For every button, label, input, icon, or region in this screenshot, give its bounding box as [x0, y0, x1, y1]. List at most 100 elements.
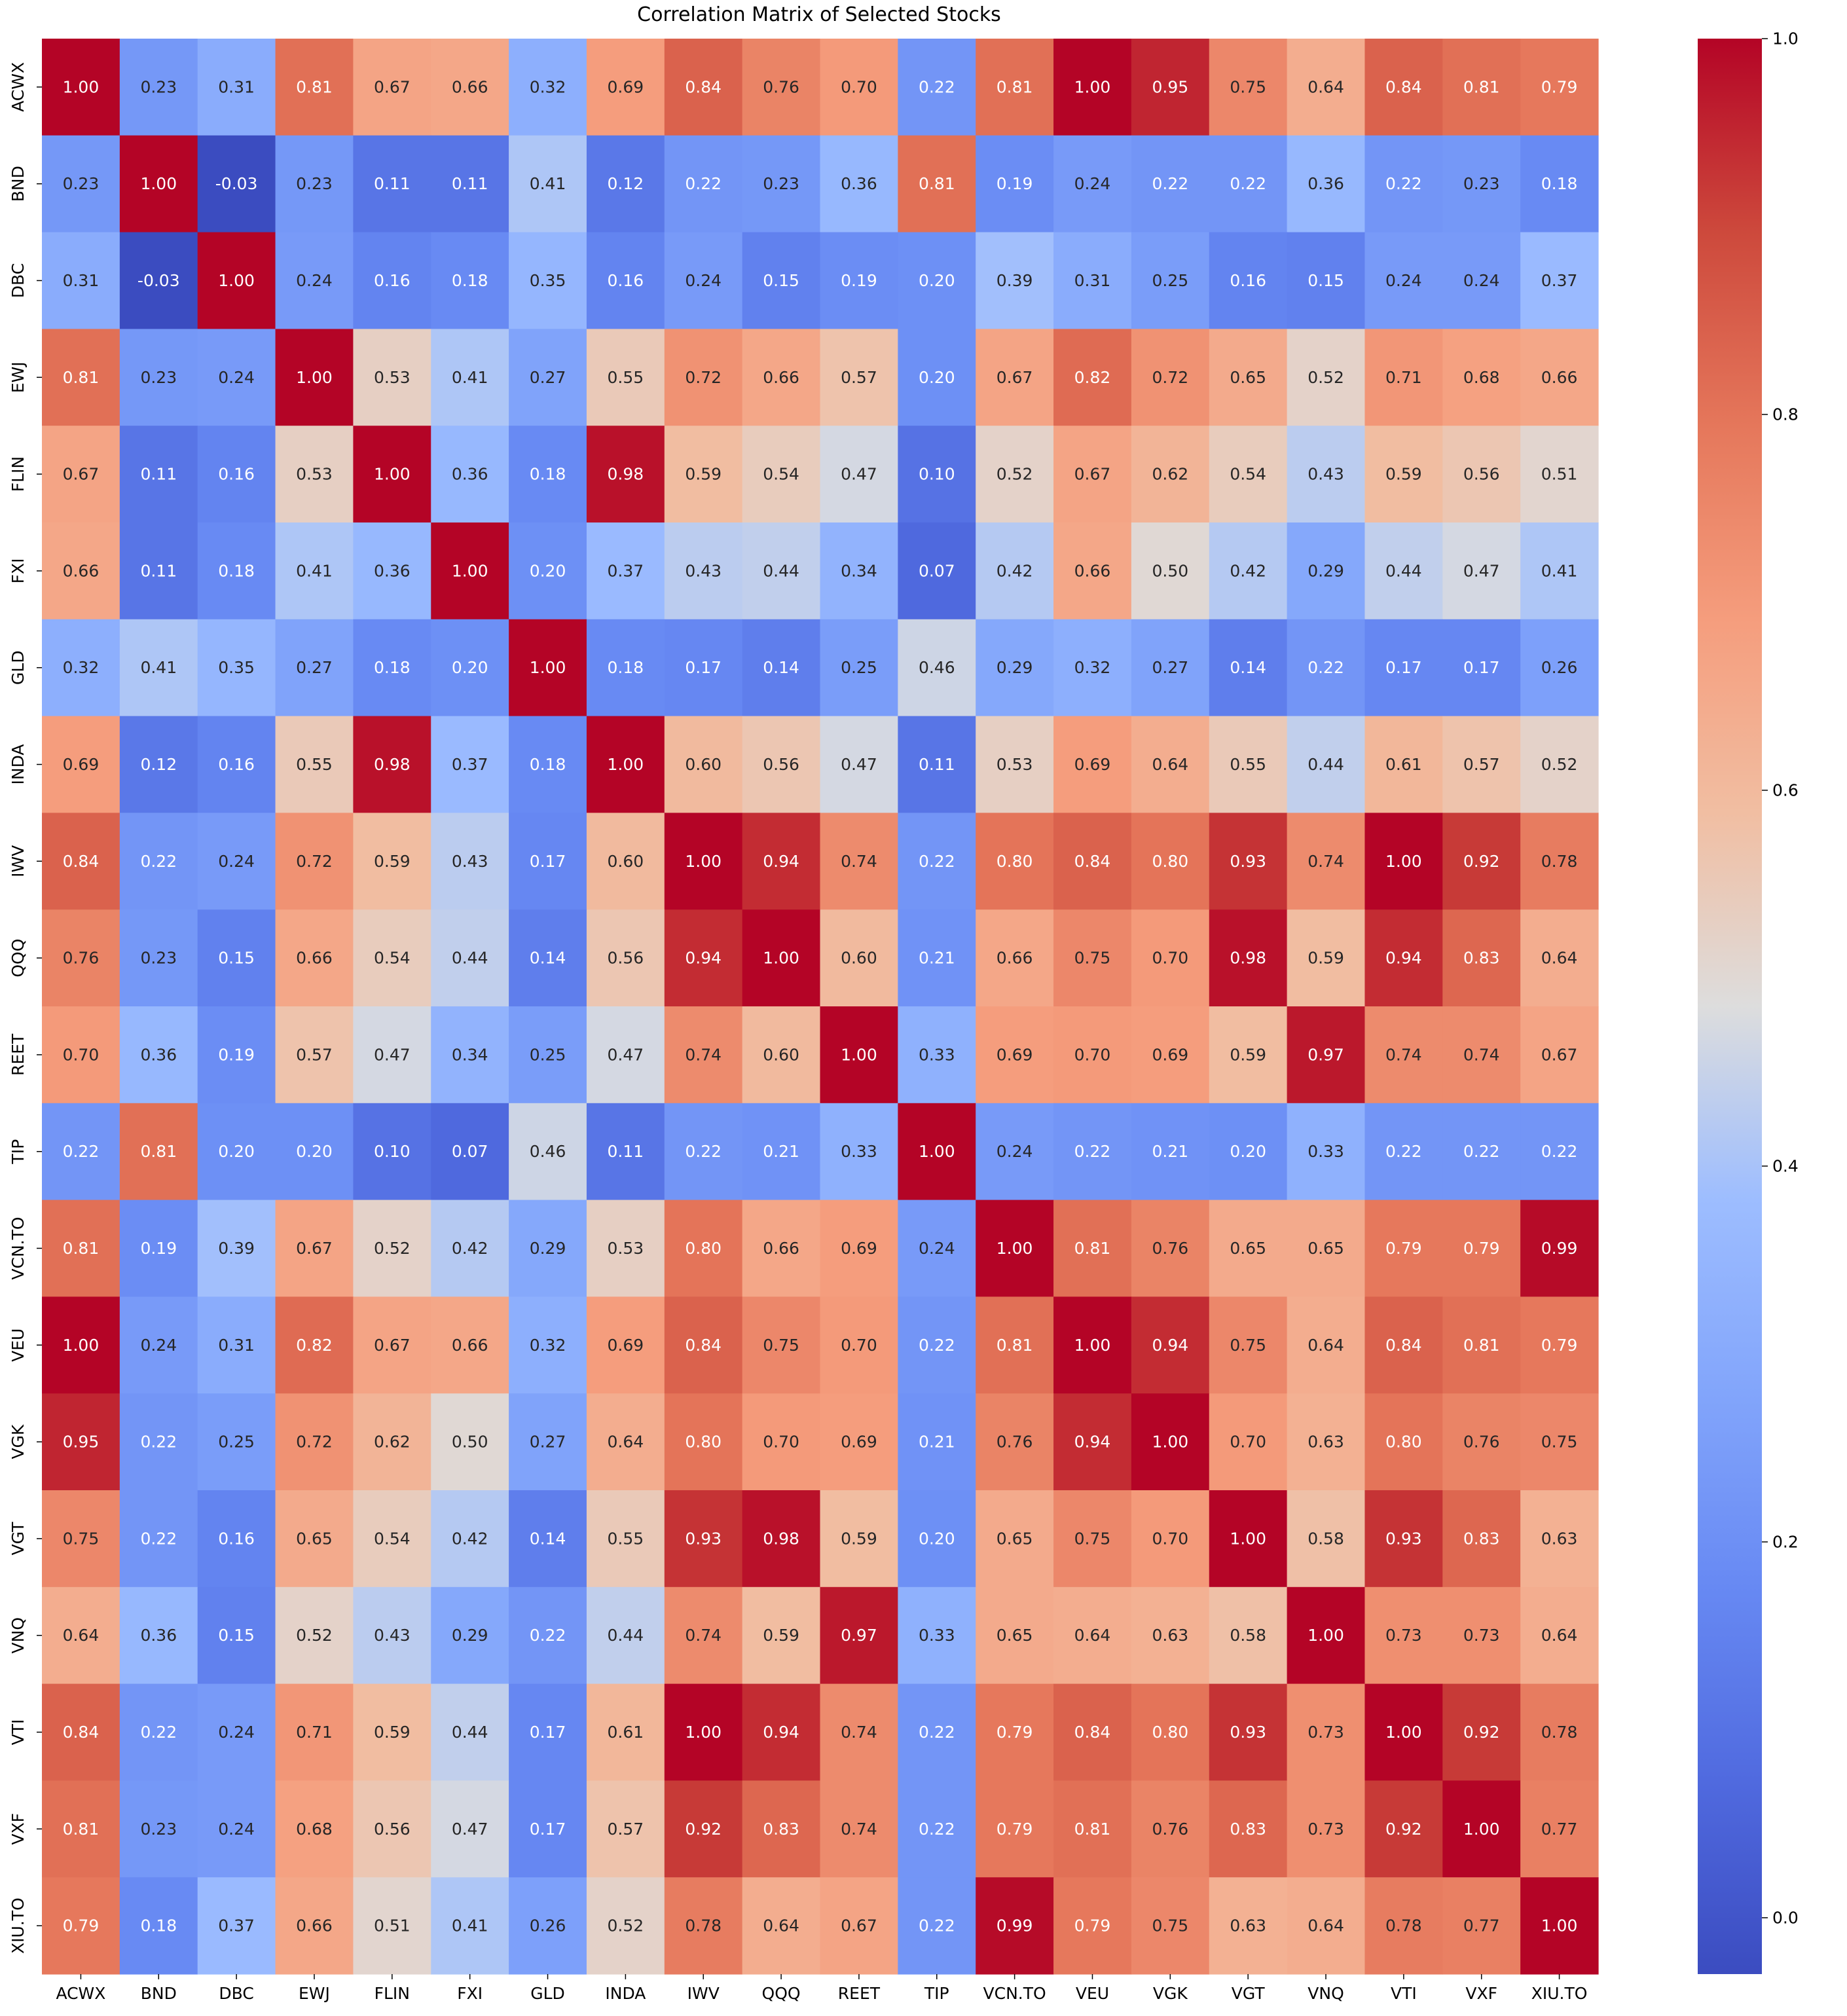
- cell-value-label: 0.68: [296, 1820, 333, 1839]
- cell-value-label: 0.69: [841, 1239, 877, 1258]
- heatmap-cell: [1364, 232, 1443, 329]
- heatmap-cell: [1287, 1006, 1366, 1104]
- cell-value-label: 0.44: [763, 561, 799, 580]
- cell-value-label: 0.22: [140, 852, 177, 871]
- heatmap-cell: [586, 135, 665, 233]
- cell-value-label: 0.95: [63, 1433, 100, 1452]
- cell-value-label: 0.24: [218, 1820, 255, 1839]
- heatmap-cell: [1053, 1586, 1132, 1685]
- heatmap-cell: [976, 135, 1054, 233]
- cell-value-label: 1.00: [1152, 1433, 1188, 1452]
- heatmap-cell: [1053, 1103, 1132, 1201]
- cell-value-label: 0.70: [63, 1045, 100, 1064]
- heatmap-cell: [1287, 619, 1366, 717]
- heatmap-cell: [1520, 1296, 1599, 1394]
- heatmap-cell: [742, 1683, 821, 1781]
- heatmap-cell: [820, 1490, 898, 1588]
- cell-value-label: 0.79: [1385, 1239, 1422, 1258]
- heatmap-cell: [1209, 1006, 1288, 1104]
- heatmap-cell: [1442, 1393, 1521, 1491]
- heatmap-cell: [353, 522, 431, 620]
- heatmap-cell: [353, 813, 431, 910]
- cell-value-label: 0.55: [296, 755, 333, 774]
- heatmap-cell: [1209, 232, 1288, 329]
- cell-value-label: 0.21: [919, 949, 955, 968]
- heatmap-cell: [976, 909, 1054, 1007]
- colorbar-tick-label: 0.6: [1772, 780, 1799, 799]
- heatmap-cell: [742, 1006, 821, 1104]
- heatmap-cell: [1053, 1393, 1132, 1491]
- heatmap-cell: [1209, 813, 1288, 910]
- heatmap-cell: [976, 1586, 1054, 1685]
- heatmap-cell: [431, 522, 509, 620]
- cell-value-label: 0.95: [1152, 77, 1188, 96]
- cell-value-label: 0.82: [296, 1336, 333, 1355]
- heatmap-cell: [431, 135, 509, 233]
- cell-value-label: 0.20: [452, 658, 488, 677]
- heatmap-cell: [586, 619, 665, 717]
- cell-value-label: 0.62: [1152, 465, 1188, 484]
- heatmap-cell: [1442, 1006, 1521, 1104]
- heatmap-cell: [1364, 909, 1443, 1007]
- heatmap-cell: [119, 1780, 198, 1878]
- y-tick-label: VXF: [9, 1813, 27, 1845]
- heatmap-cell: [976, 1006, 1054, 1104]
- cell-value-label: 0.37: [218, 1916, 255, 1935]
- heatmap-cell: [664, 1393, 743, 1491]
- cell-value-label: 0.27: [530, 368, 566, 387]
- heatmap-cell: [1287, 135, 1366, 233]
- cell-value-label: 0.22: [1385, 174, 1422, 193]
- heatmap-cell: [1053, 329, 1132, 426]
- cell-value-label: 0.58: [1230, 1626, 1266, 1645]
- y-tick-label: BND: [9, 166, 27, 202]
- cell-value-label: 0.19: [140, 1239, 177, 1258]
- cell-value-label: 0.97: [841, 1626, 877, 1645]
- cell-value-label: 0.42: [1230, 561, 1266, 580]
- y-tick-label: GLD: [9, 650, 27, 685]
- cell-value-label: 1.00: [1074, 77, 1111, 96]
- cell-value-label: 0.66: [997, 949, 1033, 968]
- cell-value-label: 1.00: [685, 1723, 722, 1742]
- cell-value-label: 0.23: [763, 174, 799, 193]
- heatmap-cell: [275, 619, 354, 717]
- heatmap-cell: [1131, 1683, 1210, 1781]
- cell-value-label: 1.00: [1074, 1336, 1111, 1355]
- heatmap-cell: [742, 522, 821, 620]
- heatmap-cell: [1053, 1877, 1132, 1975]
- cell-value-label: 1.00: [685, 852, 722, 871]
- cell-value-label: 0.72: [1152, 368, 1188, 387]
- heatmap-cell: [275, 1296, 354, 1394]
- cell-value-label: 0.83: [1230, 1820, 1266, 1839]
- heatmap-cell: [1053, 1296, 1132, 1394]
- cell-value-label: 0.44: [1308, 755, 1344, 774]
- cell-value-label: 0.41: [452, 368, 488, 387]
- cell-value-label: 0.19: [997, 174, 1033, 193]
- cell-value-label: 0.92: [685, 1820, 722, 1839]
- heatmap-cell: [1053, 39, 1132, 136]
- cell-value-label: 0.63: [1308, 1433, 1344, 1452]
- cell-value-label: 0.64: [1308, 1916, 1344, 1935]
- heatmap-cell: [197, 39, 276, 136]
- cell-value-label: 0.47: [841, 465, 877, 484]
- heatmap-cell: [509, 426, 587, 523]
- cell-value-label: 0.93: [685, 1529, 722, 1548]
- heatmap-cell: [1520, 1683, 1599, 1781]
- heatmap-cell: [664, 1103, 743, 1201]
- heatmap-cell: [1520, 619, 1599, 717]
- heatmap-cell: [42, 135, 120, 233]
- heatmap-cell: [1287, 1490, 1366, 1588]
- x-tick-label: FLIN: [375, 1984, 410, 2003]
- heatmap-cell: [1364, 1296, 1443, 1394]
- cell-value-label: 0.74: [841, 852, 877, 871]
- heatmap-cell: [353, 135, 431, 233]
- cell-value-label: 0.76: [1152, 1820, 1188, 1839]
- cell-value-label: 0.53: [374, 368, 411, 387]
- cell-value-label: 0.65: [1230, 368, 1266, 387]
- cell-value-label: 1.00: [1308, 1626, 1344, 1645]
- heatmap-cell: [898, 232, 976, 329]
- cell-value-label: 0.82: [1074, 368, 1111, 387]
- heatmap-cell: [431, 909, 509, 1007]
- cell-value-label: 0.81: [997, 1336, 1033, 1355]
- heatmap-cell: [119, 1490, 198, 1588]
- cell-value-label: 0.15: [1308, 271, 1344, 290]
